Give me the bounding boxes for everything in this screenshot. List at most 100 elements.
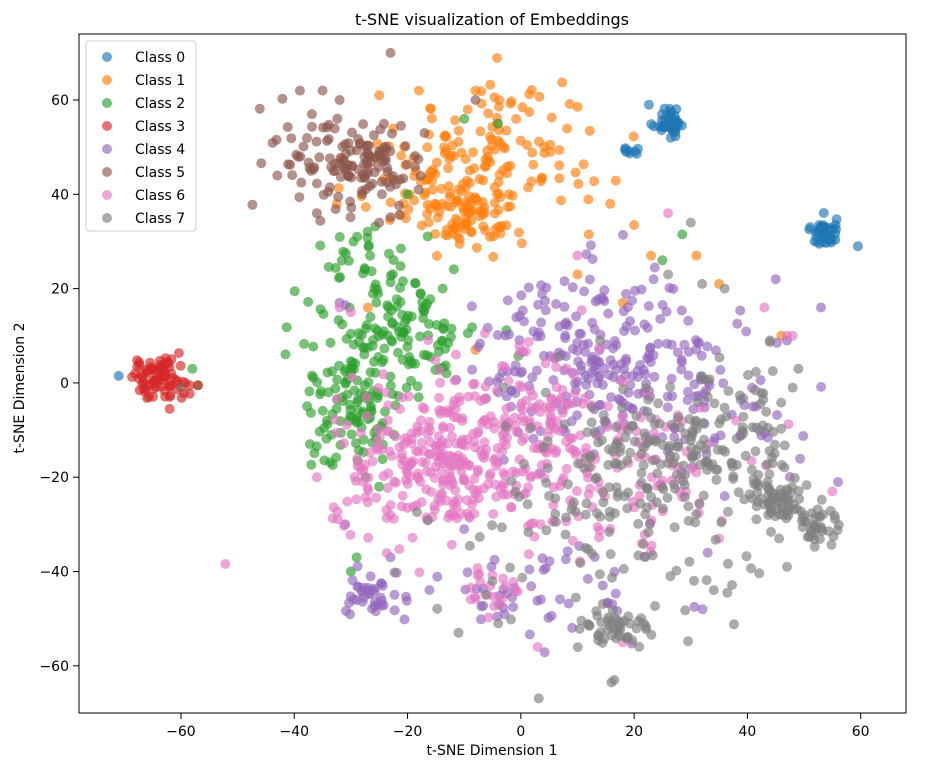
point (164, 380, 175, 391)
point (383, 468, 394, 479)
point (636, 613, 647, 624)
point (479, 328, 490, 339)
point (586, 417, 597, 428)
point (376, 600, 387, 611)
point (733, 487, 744, 498)
point (739, 494, 750, 505)
point (764, 469, 775, 480)
legend-marker (102, 75, 112, 85)
point (519, 458, 529, 469)
point (425, 203, 436, 214)
point (645, 518, 655, 529)
point (439, 148, 450, 159)
point (719, 283, 730, 294)
point (465, 594, 476, 605)
point (562, 320, 573, 331)
point (315, 215, 326, 226)
point (486, 561, 497, 572)
point (610, 175, 621, 186)
point (585, 452, 596, 463)
point (374, 90, 385, 101)
point (554, 321, 565, 332)
point (722, 587, 733, 598)
point (514, 347, 525, 358)
legend-marker (102, 98, 112, 108)
point (511, 426, 522, 437)
point (676, 120, 687, 131)
point (407, 532, 418, 543)
point (751, 514, 762, 525)
point (663, 208, 674, 219)
point (467, 499, 477, 510)
point (479, 453, 489, 464)
point (627, 295, 638, 306)
point (380, 155, 391, 166)
point (700, 374, 711, 385)
point (626, 420, 637, 431)
point (537, 553, 548, 564)
legend-marker (102, 52, 112, 62)
point (424, 416, 435, 427)
point (464, 480, 475, 491)
point (557, 77, 568, 88)
point (524, 107, 535, 117)
point (567, 622, 578, 633)
point (680, 605, 691, 616)
point (334, 302, 345, 313)
point (478, 483, 489, 494)
point (374, 217, 385, 228)
point (517, 405, 528, 415)
point (683, 515, 694, 526)
point (418, 305, 429, 316)
point (524, 564, 535, 575)
point (617, 376, 628, 387)
point (551, 382, 562, 393)
point (502, 295, 513, 306)
point (505, 201, 516, 212)
point (823, 526, 834, 537)
point (419, 404, 430, 414)
point (829, 510, 840, 521)
point (416, 497, 427, 508)
point (676, 364, 687, 375)
point (438, 458, 449, 469)
point (750, 446, 761, 457)
point (594, 532, 605, 543)
point (754, 425, 765, 436)
point (515, 135, 526, 146)
point (382, 415, 393, 426)
point (389, 567, 400, 578)
point (472, 563, 483, 574)
series-class-1 (331, 53, 787, 355)
legend-marker (102, 121, 112, 131)
point (743, 370, 753, 380)
point (406, 375, 416, 386)
point (591, 606, 602, 617)
point (689, 379, 700, 390)
point (673, 412, 684, 423)
point (658, 503, 668, 514)
point (738, 428, 749, 439)
point (404, 391, 414, 402)
point (683, 346, 694, 357)
point (347, 127, 357, 138)
point (815, 225, 826, 236)
point (665, 381, 676, 392)
point (618, 229, 628, 240)
point (353, 133, 364, 144)
point (708, 585, 719, 596)
point (488, 509, 499, 519)
point (466, 227, 477, 238)
point (413, 85, 424, 96)
point (634, 490, 645, 501)
point (332, 514, 343, 525)
point (493, 188, 504, 199)
point (622, 503, 633, 514)
point (160, 391, 171, 402)
point (685, 217, 696, 228)
point (629, 220, 640, 230)
point (542, 463, 553, 474)
point (584, 274, 595, 285)
point (627, 403, 637, 414)
point (741, 551, 752, 562)
